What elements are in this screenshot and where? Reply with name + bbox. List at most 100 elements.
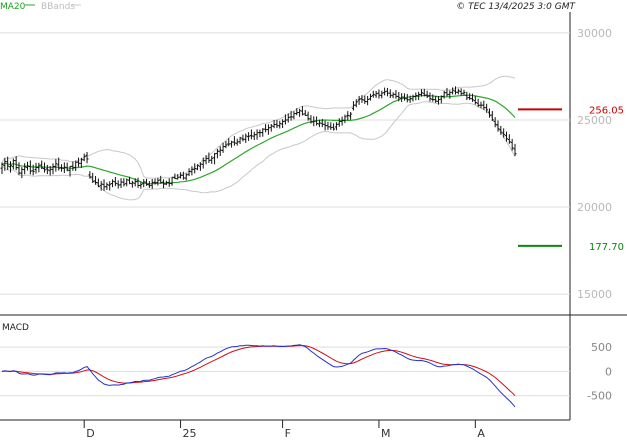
ohlc-bar — [499, 125, 503, 135]
ohlc-bar — [147, 181, 151, 188]
copyright-text: © TEC 13/4/2025 3:0 GMT — [456, 2, 576, 12]
ohlc-bar — [218, 146, 222, 157]
ohlc-bar — [232, 136, 236, 146]
ohlc-bar — [397, 91, 401, 102]
ohlc-bar — [159, 175, 163, 184]
ohlc-bar — [428, 92, 432, 102]
ohlc-bar — [45, 164, 49, 175]
ohlc-bar — [487, 108, 491, 118]
ohlc-bar — [244, 133, 248, 143]
resistance-label: 256.05 — [589, 105, 624, 116]
ohlc-bar — [235, 138, 239, 146]
ohlc-bar — [442, 90, 446, 99]
ohlc-bar — [283, 114, 287, 125]
support-label: 177.70 — [589, 242, 624, 253]
price-tick-label: 20000 — [577, 201, 612, 214]
macd-tick-label: 500 — [591, 341, 612, 354]
ohlc-bar — [224, 141, 228, 149]
ohlc-bar — [167, 178, 171, 187]
ohlc-bar — [128, 176, 132, 185]
ohlc-bar — [360, 95, 364, 103]
ohlc-bar — [479, 101, 483, 109]
ohlc-bar — [343, 114, 347, 124]
ohlc-bar — [179, 172, 183, 179]
ohlc-bar — [278, 120, 282, 129]
ohlc-bar — [6, 156, 10, 170]
ohlc-bar — [150, 178, 154, 189]
ohlc-bar — [320, 118, 324, 128]
ohlc-bar — [465, 91, 469, 101]
ohlc-bar — [252, 131, 256, 140]
ohlc-bar — [261, 128, 265, 137]
ohlc-bar — [145, 178, 149, 186]
ohlc-bar — [190, 166, 194, 176]
ohlc-bar — [485, 103, 489, 113]
x-tick-label: M — [381, 427, 391, 440]
ohlc-bar — [391, 92, 395, 99]
ohlc-bar — [193, 163, 197, 174]
ohlc-bar — [105, 182, 109, 190]
ohlc-bar — [130, 180, 134, 188]
ohlc-bar — [0, 162, 4, 174]
x-tick-label: 25 — [183, 427, 197, 440]
ohlc-bar — [156, 177, 160, 186]
ohlc-bar — [351, 101, 355, 111]
ohlc-bar — [82, 153, 86, 162]
ohlc-bar — [85, 152, 89, 164]
ohlc-bar — [153, 178, 157, 185]
ohlc-bar — [14, 156, 18, 171]
ohlc-bar — [374, 90, 378, 98]
ohlc-bar — [366, 95, 370, 106]
ohlc-bar — [43, 162, 47, 173]
ohlc-bar — [3, 158, 7, 171]
ohlc-bar — [258, 129, 262, 138]
ohlc-bar — [77, 157, 81, 167]
ohlc-bar — [286, 113, 290, 123]
ohlc-bar — [496, 120, 500, 132]
ohlc-bar — [377, 89, 381, 99]
ohlc-bar — [31, 164, 35, 176]
ohlc-bar — [266, 124, 270, 135]
ohlc-bar — [300, 106, 304, 116]
ohlc-bar — [431, 94, 435, 102]
ohlc-bar — [51, 163, 55, 175]
ohlc-bar — [11, 158, 15, 170]
ohlc-bar — [363, 95, 367, 104]
ohlc-bar — [476, 98, 480, 108]
ohlc-bar — [71, 161, 75, 171]
macd-y-axis: -500 0 500 — [587, 341, 612, 403]
ohlc-bar — [445, 87, 449, 97]
ohlc-bar — [425, 90, 429, 99]
ohlc-bar — [108, 181, 112, 191]
ohlc-bar — [340, 116, 344, 126]
ohlc-bar — [9, 161, 13, 173]
ohlc-bar — [201, 157, 205, 169]
ohlc-bar — [213, 152, 217, 165]
ohlc-bar — [504, 131, 508, 142]
ohlc-bar — [346, 111, 350, 121]
ohlc-bar — [34, 162, 38, 174]
ohlc-bar — [23, 163, 27, 175]
macd-lines — [1, 344, 516, 408]
ohlc-bar — [170, 177, 174, 186]
ohlc-bar — [414, 92, 418, 101]
ohlc-bar — [65, 162, 69, 172]
ohlc-bar — [510, 138, 514, 151]
ohlc-bar — [451, 87, 455, 95]
ohlc-bar — [48, 165, 52, 176]
ohlc-bar — [187, 168, 191, 177]
ohlc-bar — [79, 157, 83, 168]
ohlc-bar — [436, 96, 440, 105]
macd-tick-label: 0 — [605, 365, 612, 378]
ohlc-bar — [198, 162, 202, 171]
ohlc-bar — [298, 108, 302, 117]
ohlc-bar — [74, 160, 78, 171]
ohlc-bar — [249, 129, 253, 140]
ohlc-bar — [453, 86, 457, 95]
ohlc-bar — [456, 88, 460, 95]
ohlc-bar — [292, 111, 296, 120]
bb-lower-line — [1, 101, 516, 201]
ohlc-bar — [473, 96, 477, 105]
price-levels: 256.05 177.70 — [518, 105, 624, 253]
ohlc-bar — [139, 181, 143, 189]
